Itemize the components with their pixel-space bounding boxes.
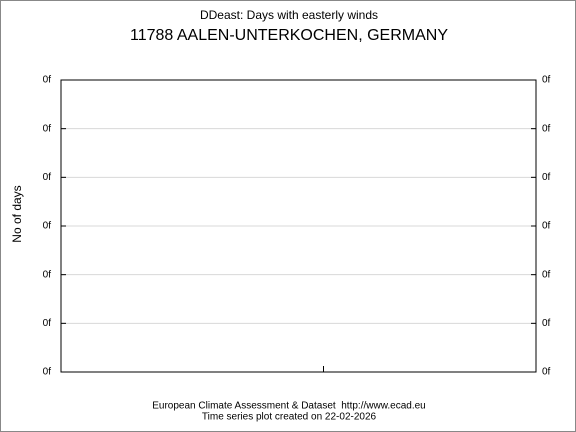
y-tick-label: 0f [43,75,52,86]
chart-title: DDeast: Days with easterly winds [200,8,378,22]
y2-tick-label: 0f [542,269,551,280]
y-axis-label: No of days [10,185,24,242]
y-tick-label: 0f [43,221,52,232]
y2-tick-label: 0f [542,318,551,329]
y2-tick-label: 0f [542,172,551,183]
y-tick-label: 0f [43,172,52,183]
y2-tick-label: 0f [542,123,551,134]
y2-tick-label: 0f [542,221,551,232]
y-tick-label: 0f [43,367,52,378]
y2-tick-label: 0f [542,367,551,378]
chart-subtitle: 11788 AALEN-UNTERKOCHEN, GERMANY [130,27,448,44]
y-tick-label: 0f [43,269,52,280]
y-tick-label: 0f [43,123,52,134]
footer: Time series plot created on 22-02-2026 [202,412,377,423]
y-tick-label: 0f [43,318,52,329]
y2-tick-label: 0f [542,75,551,86]
footer: European Climate Assessment & Dataset ht… [152,401,425,412]
